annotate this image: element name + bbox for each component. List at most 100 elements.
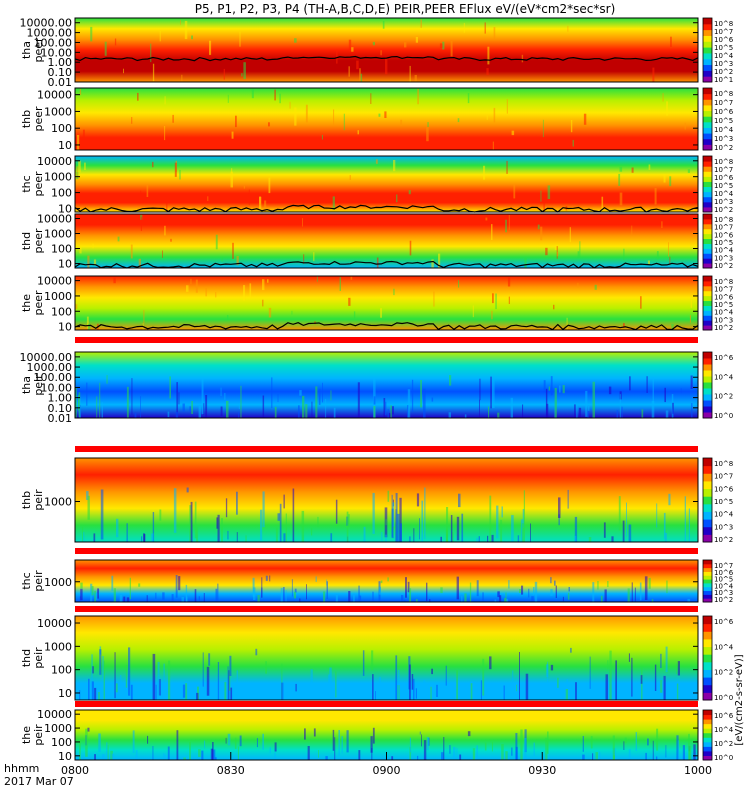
colorbar-segment <box>703 677 712 686</box>
colorbar-thb-peer: 10^810^710^610^510^410^310^2 <box>702 87 734 152</box>
texture-streak <box>510 397 513 418</box>
texture-streak <box>670 36 672 47</box>
texture-streak <box>172 114 174 123</box>
x-tick-label: 0830 <box>217 764 245 777</box>
colorbar-tick-label: 10^3 <box>714 316 733 324</box>
texture-streak <box>280 587 283 602</box>
texture-streak <box>411 674 414 690</box>
colorbar-tick-label: 10^8 <box>714 278 733 286</box>
colorbar-tick-label: 10^7 <box>714 224 733 232</box>
texture-streak <box>480 680 482 700</box>
texture-streak <box>554 580 556 586</box>
texture-streak <box>167 411 170 418</box>
colorbar-tha-peer: 10^810^710^610^510^410^310^210^1 <box>702 17 734 84</box>
texture-streak <box>595 752 598 760</box>
texture-streak <box>519 652 520 700</box>
texture-streak <box>456 670 458 700</box>
colorbar-tick-label: 10^0 <box>714 694 733 702</box>
colorbar-tick-label: 10^8 <box>714 460 733 468</box>
texture-streak <box>652 377 654 405</box>
texture-streak <box>375 691 376 700</box>
texture-streak <box>227 530 229 540</box>
texture-streak <box>274 752 276 760</box>
texture-streak <box>621 406 623 418</box>
texture-streak <box>178 576 181 591</box>
texture-streak <box>582 754 585 760</box>
colorbar-segment <box>703 228 712 235</box>
texture-streak <box>348 297 351 306</box>
texture-streak <box>117 236 120 242</box>
texture-streak <box>126 386 129 418</box>
texture-streak <box>169 376 171 399</box>
texture-streak <box>533 587 535 596</box>
texture-streak <box>94 687 97 700</box>
texture-streak <box>415 688 417 699</box>
texture-streak <box>645 752 647 760</box>
texture-streak <box>370 93 372 104</box>
texture-streak <box>403 599 406 602</box>
texture-streak <box>594 284 597 290</box>
colorbar-segment <box>703 400 712 407</box>
texture-streak <box>80 588 83 601</box>
texture-streak <box>445 529 448 542</box>
y-tick-label: 10 <box>58 257 72 270</box>
texture-streak <box>662 93 664 102</box>
texture-streak <box>79 247 82 254</box>
colorbar-segment <box>703 223 712 230</box>
texture-streak <box>262 299 264 307</box>
texture-streak <box>684 496 686 542</box>
texture-streak <box>140 217 142 231</box>
texture-streak <box>414 75 417 82</box>
texture-streak <box>482 658 485 696</box>
colorbar-segment <box>703 23 712 31</box>
texture-streak <box>668 242 669 257</box>
colorbar-segment <box>703 315 712 321</box>
texture-streak <box>215 292 217 298</box>
texture-streak <box>291 579 293 597</box>
texture-streak <box>553 304 555 310</box>
texture-streak <box>311 528 313 536</box>
texture-streak <box>277 513 280 521</box>
panel-the-peer: 10000 1000 100 10 the peer <box>20 275 699 334</box>
texture-streak <box>245 535 247 542</box>
texture-streak <box>585 390 588 417</box>
texture-streak <box>264 200 267 212</box>
texture-streak <box>570 120 573 133</box>
texture-streak <box>217 583 219 602</box>
texture-streak <box>115 683 118 693</box>
texture-streak <box>640 296 642 309</box>
texture-streak <box>516 684 517 692</box>
y-label-instrument: peir <box>32 647 45 669</box>
colorbar-segment <box>703 176 712 182</box>
texture-streak <box>318 388 321 405</box>
texture-streak <box>517 535 520 542</box>
colorbar-tick-label: 10^4 <box>714 309 734 317</box>
texture-streak <box>672 408 674 418</box>
colorbar-segment <box>703 579 712 584</box>
x-axis-label: hhmm <box>4 762 39 775</box>
spectrogram-area <box>75 88 698 150</box>
texture-streak <box>391 406 394 415</box>
texture-streak <box>322 382 323 403</box>
texture-streak <box>668 493 671 506</box>
texture-streak <box>493 107 496 123</box>
texture-streak <box>550 664 554 671</box>
texture-streak <box>381 532 383 542</box>
texture-streak <box>429 599 431 602</box>
texture-streak <box>663 174 666 183</box>
x-tick-label: 0800 <box>61 764 89 777</box>
texture-streak <box>315 138 318 150</box>
texture-streak <box>358 750 361 760</box>
texture-streak <box>608 386 612 395</box>
texture-streak <box>640 675 643 684</box>
colorbar-segment <box>703 166 712 172</box>
texture-streak <box>113 277 116 284</box>
y-label-instrument: peir <box>32 374 45 396</box>
texture-streak <box>676 735 679 760</box>
texture-streak <box>163 753 165 760</box>
texture-streak <box>450 515 453 542</box>
panel-thb-peir: 1000 thb peir <box>20 457 699 543</box>
texture-streak <box>150 43 152 63</box>
